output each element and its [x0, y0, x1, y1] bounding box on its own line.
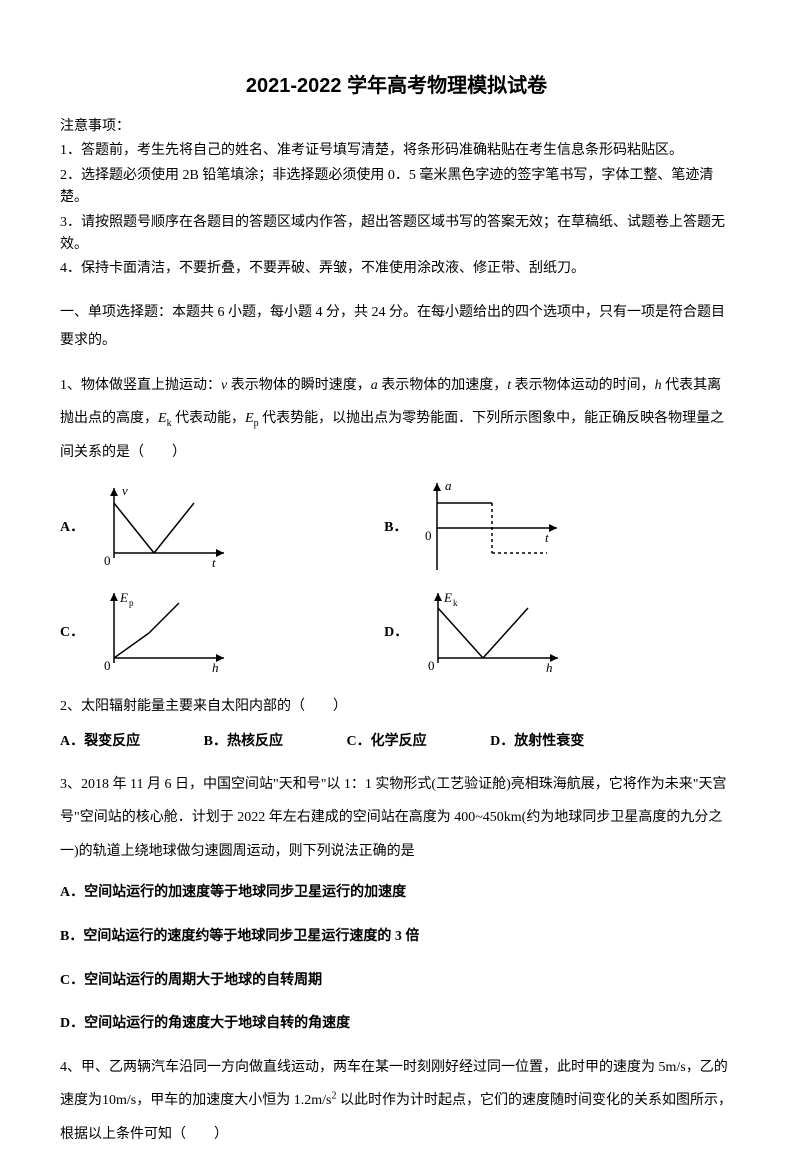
q2-opt-c: C．化学反应 — [346, 731, 426, 753]
svg-text:t: t — [212, 555, 216, 570]
q1-b2: 表示物体的加速度， — [378, 378, 508, 393]
graph-a-v-t: v 0 t — [94, 483, 234, 573]
option-b-label: B． — [384, 517, 407, 539]
q2-opt-d: D．放射性衰变 — [490, 731, 584, 753]
svg-text:0: 0 — [104, 553, 111, 568]
var-a: a — [371, 378, 378, 393]
notice-item: 1．答题前，考生先将自己的姓名、准考证号填写清楚，将条形码准确粘贴在考生信息条形… — [60, 140, 733, 162]
svg-text:h: h — [546, 660, 553, 675]
svg-text:p: p — [129, 598, 134, 608]
notice-item: 3．请按照题号顺序在各题目的答题区域内作答，超出答题区域书写的答案无效；在草稿纸… — [60, 212, 733, 257]
graph-block-b: B． a 0 t — [384, 478, 567, 578]
q3-opt-c: C．空间站运行的周期大于地球的自转周期 — [60, 964, 733, 998]
option-a-label: A． — [60, 517, 84, 539]
svg-text:0: 0 — [425, 528, 432, 543]
svg-text:k: k — [453, 598, 458, 608]
var-ep: E — [245, 411, 254, 426]
question-3: 3、2018 年 11 月 6 日，中国空间站"天和号"以 1：1 实物形式(工… — [60, 768, 733, 869]
option-c-label: C． — [60, 622, 84, 644]
q2-opt-a: A．裂变反应 — [60, 731, 140, 753]
svg-text:h: h — [212, 660, 219, 675]
question-2: 2、太阳辐射能量主要来自太阳内部的（ ） — [60, 690, 733, 724]
notice-item: 4．保持卡面清洁，不要折叠，不要弄破、弄皱，不准使用涂改液、修正带、刮纸刀。 — [60, 258, 733, 280]
q2-opt-b: B．热核反应 — [204, 731, 283, 753]
page-title: 2021-2022 学年高考物理模拟试卷 — [60, 70, 733, 102]
q1-prefix: 1、物体做竖直上抛运动： — [60, 378, 221, 393]
q3-opt-d: D．空间站运行的角速度大于地球自转的角速度 — [60, 1007, 733, 1041]
var-ek: E — [158, 411, 167, 426]
q3-opt-a: A．空间站运行的加速度等于地球同步卫星运行的加速度 — [60, 876, 733, 910]
graph-block-d: D． E k 0 h — [384, 588, 568, 678]
graph-block-c: C． E p 0 h — [60, 588, 234, 678]
graph-c-ep-h: E p 0 h — [94, 588, 234, 678]
q3-opt-b: B．空间站运行的速度约等于地球同步卫星运行速度的 3 倍 — [60, 920, 733, 954]
notice-item: 2．选择题必须使用 2B 铅笔填涂；非选择题必须使用 0．5 毫米黑色字迹的签字… — [60, 165, 733, 210]
graph-b-a-t: a 0 t — [417, 478, 567, 578]
svg-text:t: t — [545, 530, 549, 545]
svg-text:0: 0 — [428, 658, 435, 673]
q1-b5: 代表动能， — [172, 411, 246, 426]
graph-row-1: A． v 0 t B． a — [60, 478, 733, 578]
svg-text:E: E — [119, 590, 128, 605]
svg-text:E: E — [443, 590, 452, 605]
svg-text:v: v — [122, 483, 128, 498]
graph-d-ek-h: E k 0 h — [418, 588, 568, 678]
graph-block-a: A． v 0 t — [60, 483, 234, 573]
q1-b1: 表示物体的瞬时速度， — [227, 378, 371, 393]
svg-text:a: a — [445, 478, 452, 493]
section-intro: 一、单项选择题：本题共 6 小题，每小题 4 分，共 24 分。在每小题给出的四… — [60, 299, 733, 355]
svg-text:0: 0 — [104, 658, 111, 673]
question-1: 1、物体做竖直上抛运动：v 表示物体的瞬时速度，a 表示物体的加速度，t 表示物… — [60, 369, 733, 470]
question-4: 4、甲、乙两辆汽车沿同一方向做直线运动，两车在某一时刻刚好经过同一位置，此时甲的… — [60, 1051, 733, 1152]
notice-header: 注意事项： — [60, 116, 733, 138]
option-d-label: D． — [384, 622, 408, 644]
graph-row-2: C． E p 0 h D． E k 0 h — [60, 588, 733, 678]
q1-b3: 表示物体运动的时间， — [511, 378, 655, 393]
q2-options: A．裂变反应 B．热核反应 C．化学反应 D．放射性衰变 — [60, 731, 733, 753]
var-h: h — [655, 378, 662, 393]
